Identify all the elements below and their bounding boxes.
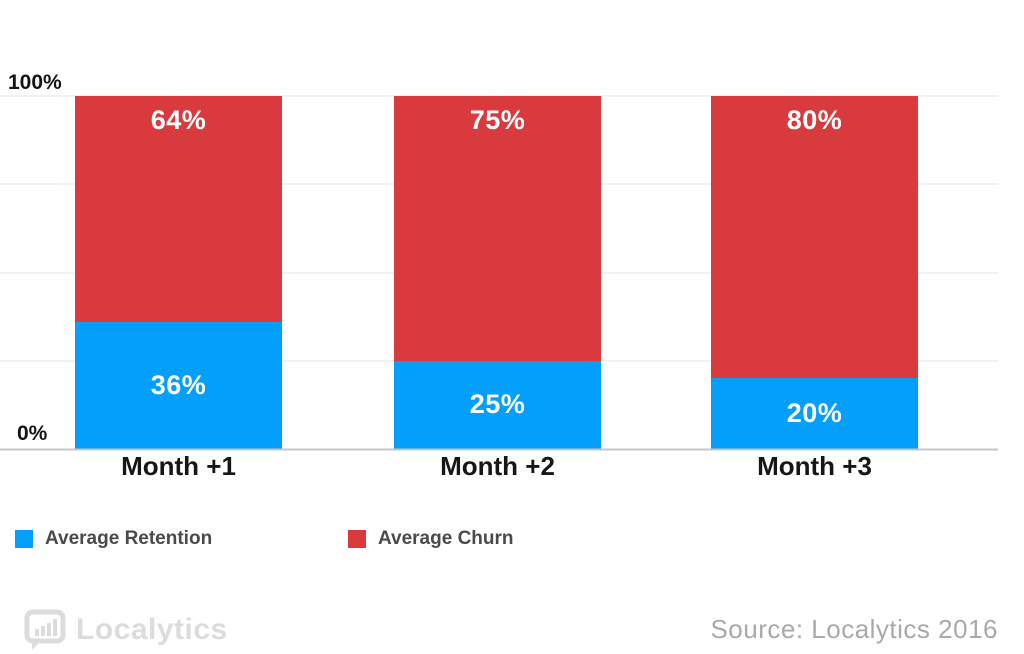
bar-segment-retention: 20%: [711, 378, 918, 449]
y-axis-label-100: 100%: [8, 71, 62, 94]
legend-label: Average Retention: [45, 528, 213, 549]
bar-segment-retention: 25%: [394, 360, 601, 449]
x-axis-label: Month +2: [440, 451, 555, 481]
legend-item: Average Churn: [348, 529, 514, 548]
legend-swatch: [15, 529, 33, 548]
retention-value-label: 20%: [786, 398, 843, 429]
churn-value-label: 80%: [786, 105, 843, 136]
churn-value-label: 75%: [469, 105, 526, 135]
bar-month-3: 80% 20%: [711, 96, 918, 449]
retention-value-label: 36%: [150, 369, 207, 400]
x-axis-label: Month +3: [757, 451, 872, 481]
bar-segment-retention: 36%: [75, 321, 282, 449]
legend: Average Retention Average Churn: [0, 529, 1024, 555]
bar-month-2: 75% 25%: [394, 96, 601, 449]
x-axis-line: [0, 448, 998, 451]
localytics-logo: Localytics: [24, 609, 228, 651]
churn-value-label: 64%: [150, 105, 207, 136]
legend-item: Average Retention: [15, 529, 212, 548]
y-axis-label-0: 0%: [17, 422, 48, 445]
retention-value-label: 25%: [469, 389, 526, 420]
legend-swatch: [348, 529, 366, 548]
bar-segment-churn: 75%: [394, 96, 601, 361]
localytics-logo-text: Localytics: [76, 613, 228, 646]
source-attribution: Source: Localytics 2016: [710, 614, 998, 644]
bar-segment-churn: 80%: [711, 96, 918, 379]
legend-label: Average Churn: [378, 528, 514, 549]
bar-month-1: 64% 36%: [75, 96, 282, 449]
localytics-logo-icon: [24, 609, 68, 651]
plot-area: 64% 36% 75% 25% 80% 20%: [0, 95, 998, 451]
x-axis-label: Month +1: [121, 451, 236, 481]
bar-segment-churn: 64%: [75, 96, 282, 322]
